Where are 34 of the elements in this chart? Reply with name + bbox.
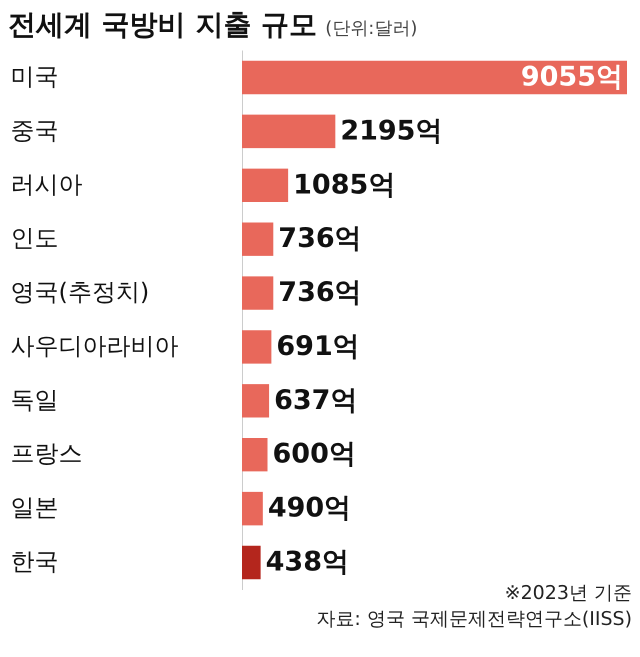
data-label: 637억 <box>274 384 358 416</box>
data-label: 736억 <box>278 223 362 254</box>
y-tick-label: 인도 <box>10 224 58 252</box>
y-tick-label: 한국 <box>10 548 58 576</box>
chart-title: 전세계 국방비 지출 규모 <box>8 8 318 41</box>
bar <box>242 384 270 418</box>
data-label: 9055억 <box>520 61 623 92</box>
bar <box>242 492 263 526</box>
bar <box>242 114 336 148</box>
text: 자료: 영국 국제문제전략연구소(IISS) <box>315 607 632 632</box>
y-tick-label: 중국 <box>10 116 58 144</box>
bar <box>242 168 288 202</box>
y-tick-label: 미국 <box>10 62 58 90</box>
bar <box>242 60 627 94</box>
bar <box>242 330 272 364</box>
annotation: ※2023년 기준 <box>504 581 632 606</box>
data-label: 490억 <box>268 492 352 524</box>
y-tick-label: 프랑스 <box>10 440 82 468</box>
chart-subtitle: (단위:달러) <box>325 18 418 39</box>
data-label: 736억 <box>278 277 362 308</box>
y-tick-label: 독일 <box>10 386 58 414</box>
y-tick-label: 일본 <box>10 494 58 522</box>
data-label: 438억 <box>266 546 349 578</box>
bar <box>242 438 268 472</box>
y-tick-label: 러시아 <box>10 170 82 198</box>
bar <box>242 222 274 256</box>
data-label: 600억 <box>272 438 356 470</box>
data-label: 2195억 <box>340 115 442 146</box>
bar <box>242 546 261 580</box>
y-tick-label: 사우디아라비아 <box>10 332 178 360</box>
bar <box>242 276 274 310</box>
data-label: 1085억 <box>293 169 396 200</box>
data-label: 691억 <box>276 330 360 362</box>
y-tick-label: 영국(추정치) <box>10 278 150 306</box>
